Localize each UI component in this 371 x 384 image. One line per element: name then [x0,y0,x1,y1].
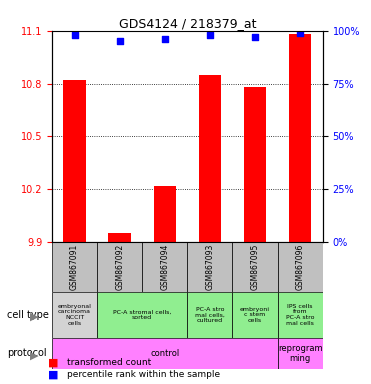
FancyBboxPatch shape [278,242,323,292]
Text: GSM867094: GSM867094 [160,244,169,290]
Text: embryonal
carcinoma
NCCIT
cells: embryonal carcinoma NCCIT cells [58,304,91,326]
FancyBboxPatch shape [142,242,187,292]
Text: control: control [150,349,180,358]
Text: reprogram
ming: reprogram ming [278,344,322,363]
Text: GSM867093: GSM867093 [206,244,214,290]
Bar [244,87,266,242]
Bar [198,75,221,242]
Point [252,34,258,40]
Bar [63,80,86,242]
Text: ■: ■ [48,369,59,379]
Text: GSM867091: GSM867091 [70,244,79,290]
FancyBboxPatch shape [97,292,187,338]
Text: ▶: ▶ [30,312,38,322]
FancyBboxPatch shape [278,338,323,369]
Text: PC-A stro
mal cells,
cultured: PC-A stro mal cells, cultured [195,306,225,323]
Title: GDS4124 / 218379_at: GDS4124 / 218379_at [119,17,256,30]
Text: transformed count: transformed count [67,358,151,367]
Text: percentile rank within the sample: percentile rank within the sample [67,370,220,379]
Text: protocol: protocol [7,348,47,358]
FancyBboxPatch shape [52,292,97,338]
Text: ▶: ▶ [30,350,38,360]
Text: cell type: cell type [7,310,49,320]
Text: GSM867092: GSM867092 [115,244,124,290]
Point [297,30,303,36]
FancyBboxPatch shape [52,338,278,369]
FancyBboxPatch shape [278,292,323,338]
Text: GSM867096: GSM867096 [296,244,305,290]
FancyBboxPatch shape [233,292,278,338]
Text: IPS cells
from
PC-A stro
mal cells: IPS cells from PC-A stro mal cells [286,304,315,326]
FancyBboxPatch shape [233,242,278,292]
Point [117,38,123,45]
Text: GSM867095: GSM867095 [250,244,260,290]
FancyBboxPatch shape [187,242,233,292]
Point [72,32,78,38]
FancyBboxPatch shape [187,292,233,338]
Bar [289,34,312,242]
FancyBboxPatch shape [52,242,97,292]
Text: PC-A stromal cells,
sorted: PC-A stromal cells, sorted [113,310,171,320]
Point [162,36,168,42]
Point [207,32,213,38]
Bar [154,185,176,242]
Bar [108,233,131,242]
Text: ■: ■ [48,358,59,368]
FancyBboxPatch shape [97,242,142,292]
Text: embryoni
c stem
cells: embryoni c stem cells [240,306,270,323]
